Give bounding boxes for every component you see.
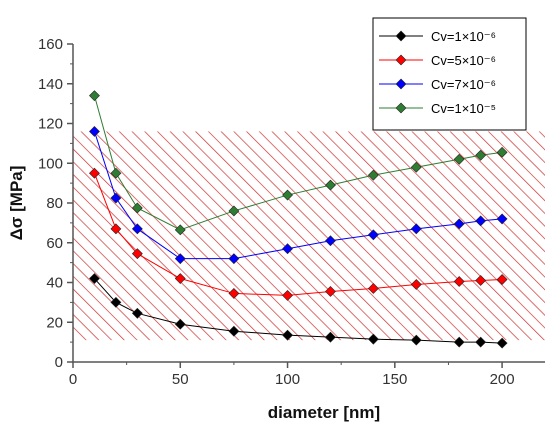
- legend-label: Cv=7×10⁻⁶: [431, 77, 496, 92]
- data-point: [131, 248, 143, 260]
- data-point: [496, 274, 508, 285]
- y-tick-label: 40: [46, 275, 63, 292]
- data-point: [475, 215, 487, 227]
- data-point: [282, 243, 293, 255]
- y-tick-label: 100: [38, 155, 63, 172]
- y-tick-label: 80: [46, 195, 63, 212]
- data-point: [475, 275, 487, 286]
- data-point: [496, 146, 508, 158]
- data-point: [475, 149, 487, 161]
- data-point: [89, 167, 100, 179]
- data-point: [410, 223, 422, 235]
- data-point: [475, 336, 487, 348]
- data-point: [453, 276, 465, 287]
- series-0: [89, 273, 508, 349]
- data-point: [228, 325, 240, 337]
- legend-swatch-marker: [395, 54, 407, 66]
- y-tick-label: 120: [38, 116, 63, 133]
- data-point: [174, 253, 186, 265]
- series-1: [89, 167, 508, 301]
- data-point: [131, 223, 143, 235]
- y-tick-label: 160: [38, 36, 63, 53]
- data-point: [496, 213, 508, 225]
- data-point: [410, 279, 422, 290]
- data-point: [89, 90, 100, 102]
- data-point: [89, 126, 100, 137]
- data-point: [131, 202, 143, 214]
- legend-entry: Cv=5×10⁻⁶: [379, 53, 496, 68]
- data-point: [325, 179, 336, 191]
- data-point: [174, 224, 186, 236]
- series-2: [89, 126, 508, 265]
- data-point: [367, 229, 379, 241]
- shaded-band: [73, 131, 545, 341]
- x-tick-label: 50: [172, 371, 189, 388]
- data-point: [282, 189, 293, 201]
- data-point: [228, 205, 240, 217]
- data-point: [496, 337, 508, 349]
- data-point: [325, 235, 336, 247]
- y-tick-label: 140: [38, 76, 63, 93]
- legend-swatch-marker: [395, 30, 407, 42]
- data-point: [325, 331, 336, 343]
- x-tick-label: 200: [490, 371, 515, 388]
- data-point: [110, 192, 122, 204]
- x-tick-label: 100: [275, 371, 300, 388]
- axes: [67, 43, 545, 368]
- data-point: [410, 334, 422, 346]
- data-point: [410, 161, 422, 173]
- series-3: [89, 90, 508, 236]
- data-point: [228, 253, 240, 265]
- legend-label: Cv=1×10⁻⁵: [431, 101, 496, 116]
- legend-label: Cv=5×10⁻⁶: [431, 53, 496, 68]
- legend-entry: Cv=1×10⁻⁶: [379, 29, 496, 44]
- legend: Cv=1×10⁻⁶ Cv=5×10⁻⁶ Cv=7×10⁻⁶ Cv=1×10⁻⁵: [372, 17, 527, 131]
- axis-labels: 0 50 100 150 200 0 20 40 60 80 100 120 140 160 diamete…: [7, 36, 515, 422]
- data-point: [131, 307, 143, 319]
- y-axis-title: Δσ [MPa]: [7, 166, 26, 241]
- data-point: [453, 218, 465, 230]
- data-point: [174, 273, 186, 284]
- data-point: [110, 296, 122, 308]
- data-point: [110, 167, 122, 179]
- data-point: [367, 169, 379, 181]
- shaded-band-area: [73, 131, 545, 341]
- legend-entry: Cv=7×10⁻⁶: [379, 77, 496, 92]
- x-tick-label: 150: [382, 371, 407, 388]
- data-point: [174, 318, 186, 330]
- data-point: [89, 273, 100, 284]
- data-point: [282, 289, 293, 301]
- data-point: [228, 288, 240, 299]
- legend-entry: Cv=1×10⁻⁵: [379, 101, 496, 116]
- data-point: [453, 153, 465, 165]
- x-tick-label: 0: [69, 371, 77, 388]
- y-tick-label: 0: [55, 354, 63, 371]
- series-layer: [89, 90, 508, 349]
- y-tick-label: 20: [46, 314, 63, 331]
- data-point: [367, 283, 379, 294]
- legend-label: Cv=1×10⁻⁶: [431, 29, 496, 44]
- x-axis-title: diameter [nm]: [268, 403, 380, 422]
- data-point: [453, 336, 465, 348]
- y-tick-label: 60: [46, 235, 63, 252]
- data-point: [325, 286, 336, 297]
- legend-swatch-marker: [395, 102, 407, 114]
- data-point: [110, 223, 122, 235]
- data-point: [282, 329, 293, 341]
- legend-swatch-marker: [395, 78, 407, 90]
- data-point: [367, 333, 379, 345]
